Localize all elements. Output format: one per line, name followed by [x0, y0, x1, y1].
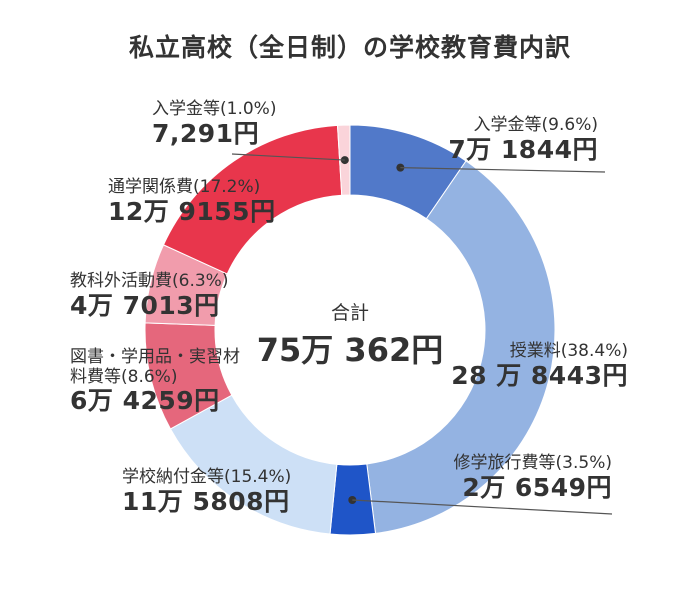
leader-line: [352, 499, 613, 515]
slice-label-books-materials: 図書・学用品・実習材料費等(8.6%) 6万 4259円: [70, 347, 250, 416]
percent-label: (8.6%): [121, 366, 178, 387]
amount-label: 2万 6549円: [462, 472, 612, 502]
percent-label: (15.4%): [224, 467, 292, 487]
category-label: 修学旅行費等: [453, 453, 556, 473]
amount-label: 7,291円: [152, 118, 260, 148]
percent-label: (17.2%): [193, 177, 261, 197]
amount-label: 6万 4259円: [70, 386, 220, 416]
category-label: 入学金等: [152, 99, 220, 119]
amount-label: 4万 7013円: [70, 290, 220, 320]
leader-line: [231, 153, 345, 161]
leader-line: [400, 167, 606, 173]
slice-label-school-trip: 修学旅行費等(3.5%) 2万 6549円: [400, 453, 612, 502]
total-label: 合計: [330, 302, 369, 324]
amount-label: 12万 9155円: [108, 196, 276, 226]
total-value: 75万 362円: [256, 331, 444, 369]
percent-label: (9.6%): [541, 115, 598, 135]
category-label: 入学金等: [473, 115, 542, 135]
category-label: 授業料: [509, 341, 561, 361]
percent-label: (38.4%): [560, 341, 628, 361]
amount-label: 11万 5808円: [122, 486, 290, 516]
category-label: 教科外活動費: [70, 271, 172, 291]
chart-title: 私立高校（全日制）の学校教育費内訳: [128, 33, 571, 62]
slice-label-entrance-fee: 入学金等(9.6%) 7万 1844円: [440, 115, 598, 164]
percent-label: (6.3%): [172, 271, 229, 291]
category-label: 通学関係費: [108, 177, 193, 197]
amount-label: 7万 1844円: [448, 134, 598, 164]
slice-tuition: [366, 160, 556, 534]
percent-label: (3.5%): [555, 453, 612, 473]
category-label: 図書・学用品・実習材料費等: [70, 347, 240, 387]
percent-label: (1.0%): [220, 99, 277, 119]
slice-label-extracurricular: 教科外活動費(6.3%) 4万 7013円: [70, 271, 229, 320]
slice-label-tuition: 授業料(38.4%) 28 万 8443円: [440, 341, 628, 390]
category-label: 学校納付金等: [122, 467, 224, 487]
slice-label-entrance-fee-small: 入学金等(1.0%) 7,291円: [152, 99, 277, 148]
slice-label-commuting: 通学関係費(17.2%) 12万 9155円: [108, 177, 276, 226]
amount-label: 28 万 8443円: [451, 360, 628, 390]
slice-label-school-payments: 学校納付金等(15.4%) 11万 5808円: [122, 467, 292, 516]
